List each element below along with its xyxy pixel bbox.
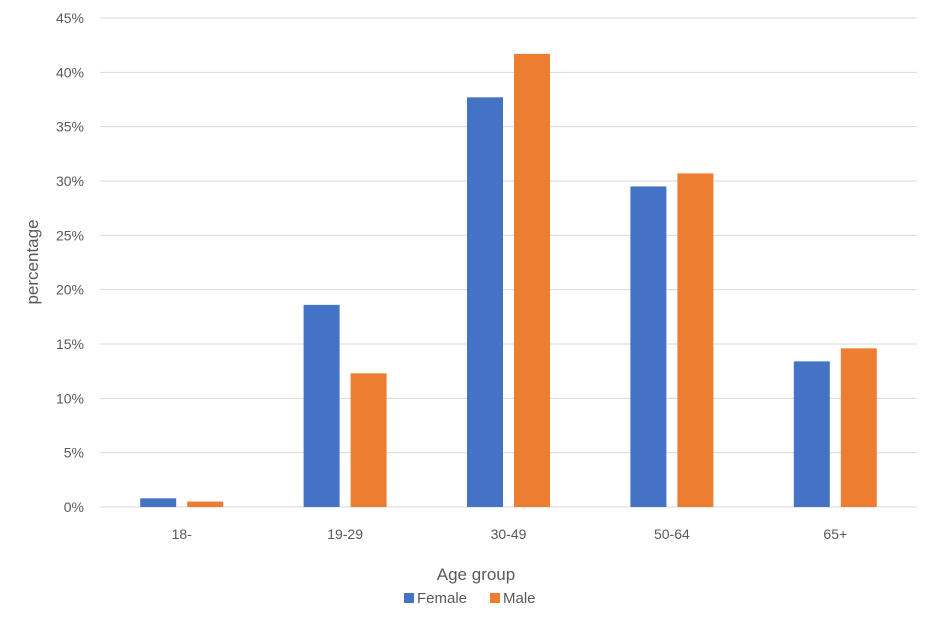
- x-tick-label: 65+: [823, 526, 847, 542]
- bar-female-3: [467, 97, 503, 508]
- y-tick-label: 40%: [56, 64, 84, 80]
- x-axis-title: Age group: [437, 565, 515, 584]
- legend-swatch-female: [404, 593, 414, 603]
- y-tick-label: 0%: [64, 499, 84, 515]
- bar-male-4: [677, 173, 714, 508]
- bar-female-4: [630, 186, 667, 507]
- x-axis-tick-labels: 18- 19-29 30-49 50-64 65+: [172, 526, 848, 542]
- bar-female-1: [140, 498, 177, 507]
- x-tick-label: 30-49: [491, 526, 527, 542]
- bar-male-2: [350, 373, 387, 507]
- y-tick-label: 30%: [56, 173, 84, 189]
- legend-label-male: Male: [503, 590, 536, 607]
- bar-female-2: [303, 304, 340, 507]
- legend-swatch-male: [490, 593, 500, 603]
- x-tick-label: 50-64: [654, 526, 690, 542]
- y-tick-label: 10%: [56, 390, 84, 406]
- legend: Female Male: [404, 590, 536, 607]
- bars: [140, 53, 877, 508]
- y-axis-tick-labels: 0% 5% 10% 15% 20% 25% 30% 35% 40% 45%: [56, 10, 84, 515]
- bar-male-3: [514, 53, 550, 508]
- bar-male-5: [840, 348, 877, 507]
- x-tick-label: 18-: [172, 526, 193, 542]
- legend-label-female: Female: [417, 590, 467, 607]
- bar-male-1: [187, 501, 224, 507]
- y-tick-label: 25%: [56, 227, 84, 243]
- bar-female-5: [793, 361, 830, 507]
- x-tick-label: 19-29: [327, 526, 363, 542]
- gridlines: [100, 17, 917, 508]
- y-tick-label: 45%: [56, 10, 84, 26]
- y-tick-label: 20%: [56, 282, 84, 298]
- y-tick-label: 15%: [56, 336, 84, 352]
- y-tick-label: 35%: [56, 119, 84, 135]
- y-tick-label: 5%: [64, 445, 84, 461]
- y-axis-title: percentage: [23, 219, 42, 304]
